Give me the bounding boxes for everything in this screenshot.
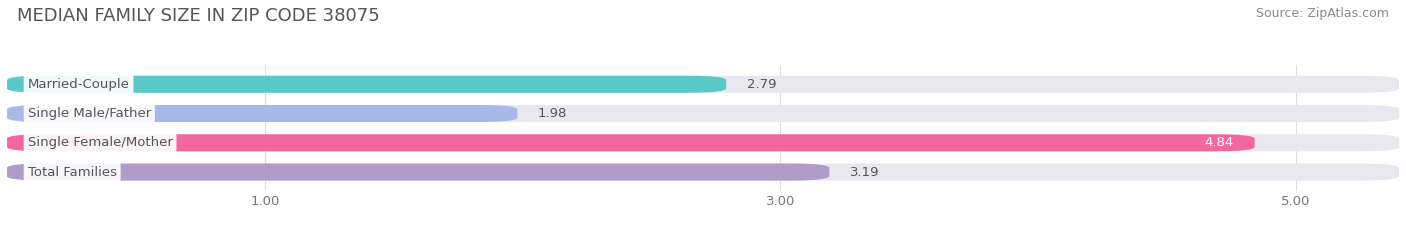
Text: MEDIAN FAMILY SIZE IN ZIP CODE 38075: MEDIAN FAMILY SIZE IN ZIP CODE 38075 [17, 7, 380, 25]
Text: 3.19: 3.19 [849, 165, 879, 178]
Text: Single Male/Father: Single Male/Father [28, 107, 150, 120]
Text: 4.84: 4.84 [1205, 136, 1234, 149]
FancyBboxPatch shape [7, 76, 725, 93]
Text: Single Female/Mother: Single Female/Mother [28, 136, 173, 149]
FancyBboxPatch shape [7, 134, 1399, 151]
FancyBboxPatch shape [7, 164, 830, 181]
Text: Married-Couple: Married-Couple [28, 78, 129, 91]
FancyBboxPatch shape [7, 105, 517, 122]
FancyBboxPatch shape [7, 164, 1399, 181]
Text: Total Families: Total Families [28, 165, 117, 178]
FancyBboxPatch shape [7, 105, 1399, 122]
FancyBboxPatch shape [7, 76, 1399, 93]
Text: 2.79: 2.79 [747, 78, 776, 91]
Text: 1.98: 1.98 [538, 107, 568, 120]
Text: Source: ZipAtlas.com: Source: ZipAtlas.com [1256, 7, 1389, 20]
FancyBboxPatch shape [7, 134, 1254, 151]
